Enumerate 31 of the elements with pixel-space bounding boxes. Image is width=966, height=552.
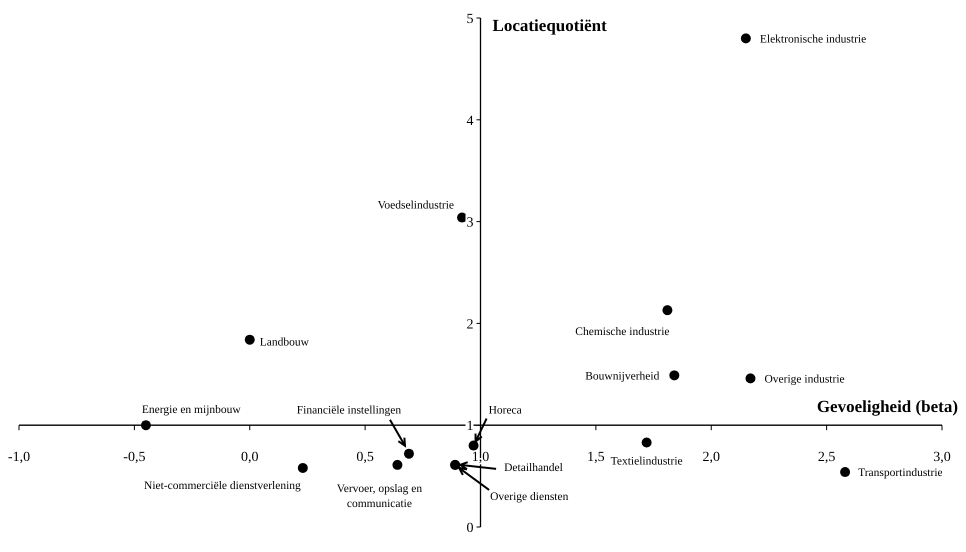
x-tick-label: 3,0 xyxy=(933,450,951,466)
series-label: Landbouw xyxy=(260,336,310,349)
x-tick-label: -0,5 xyxy=(123,450,146,466)
series-label: Textielindustrie xyxy=(610,456,683,468)
x-axis-title: Gevoeligheid (beta) xyxy=(816,397,958,418)
x-tick-label: 0,0 xyxy=(241,450,258,466)
legend-label: Detailhandel xyxy=(504,462,563,474)
y-tick-label: 0 xyxy=(466,521,474,536)
y-tick-label: 4 xyxy=(466,114,474,129)
x-tick-label: 1,5 xyxy=(587,450,605,466)
y-tick-label: 3 xyxy=(466,216,474,231)
series-label: Bouwnijverheid xyxy=(585,370,660,382)
text: Overige diensten xyxy=(490,490,569,503)
x-tick-label: 0,5 xyxy=(356,450,374,466)
y-tick-label: 2 xyxy=(466,317,474,332)
series-label: Overige industrie xyxy=(764,373,845,386)
series-label: Chemische industrie xyxy=(575,326,670,338)
x-tick-label: 2,5 xyxy=(818,450,836,466)
text: Vervoer, opslag en communicatie xyxy=(336,482,422,510)
x-tick-label: -1,0 xyxy=(8,450,30,466)
series-label: Energie en mijnbouw xyxy=(142,404,242,416)
series-label: Niet-commerciële dienstverlening xyxy=(144,480,302,492)
series-label: Transportindustrie xyxy=(858,467,943,480)
series-label: Voedselindustrie xyxy=(378,200,454,212)
x-tick-label: 2,0 xyxy=(702,450,720,466)
y-axis-title: Locatiequotiënt xyxy=(492,16,607,36)
y-tick-label: 5 xyxy=(466,12,474,27)
y-tick-label: 1 xyxy=(466,419,474,434)
text: Horeca xyxy=(488,404,522,417)
series-label: Elektronische industrie xyxy=(760,33,866,46)
text: Financiële instellingen xyxy=(296,404,402,417)
